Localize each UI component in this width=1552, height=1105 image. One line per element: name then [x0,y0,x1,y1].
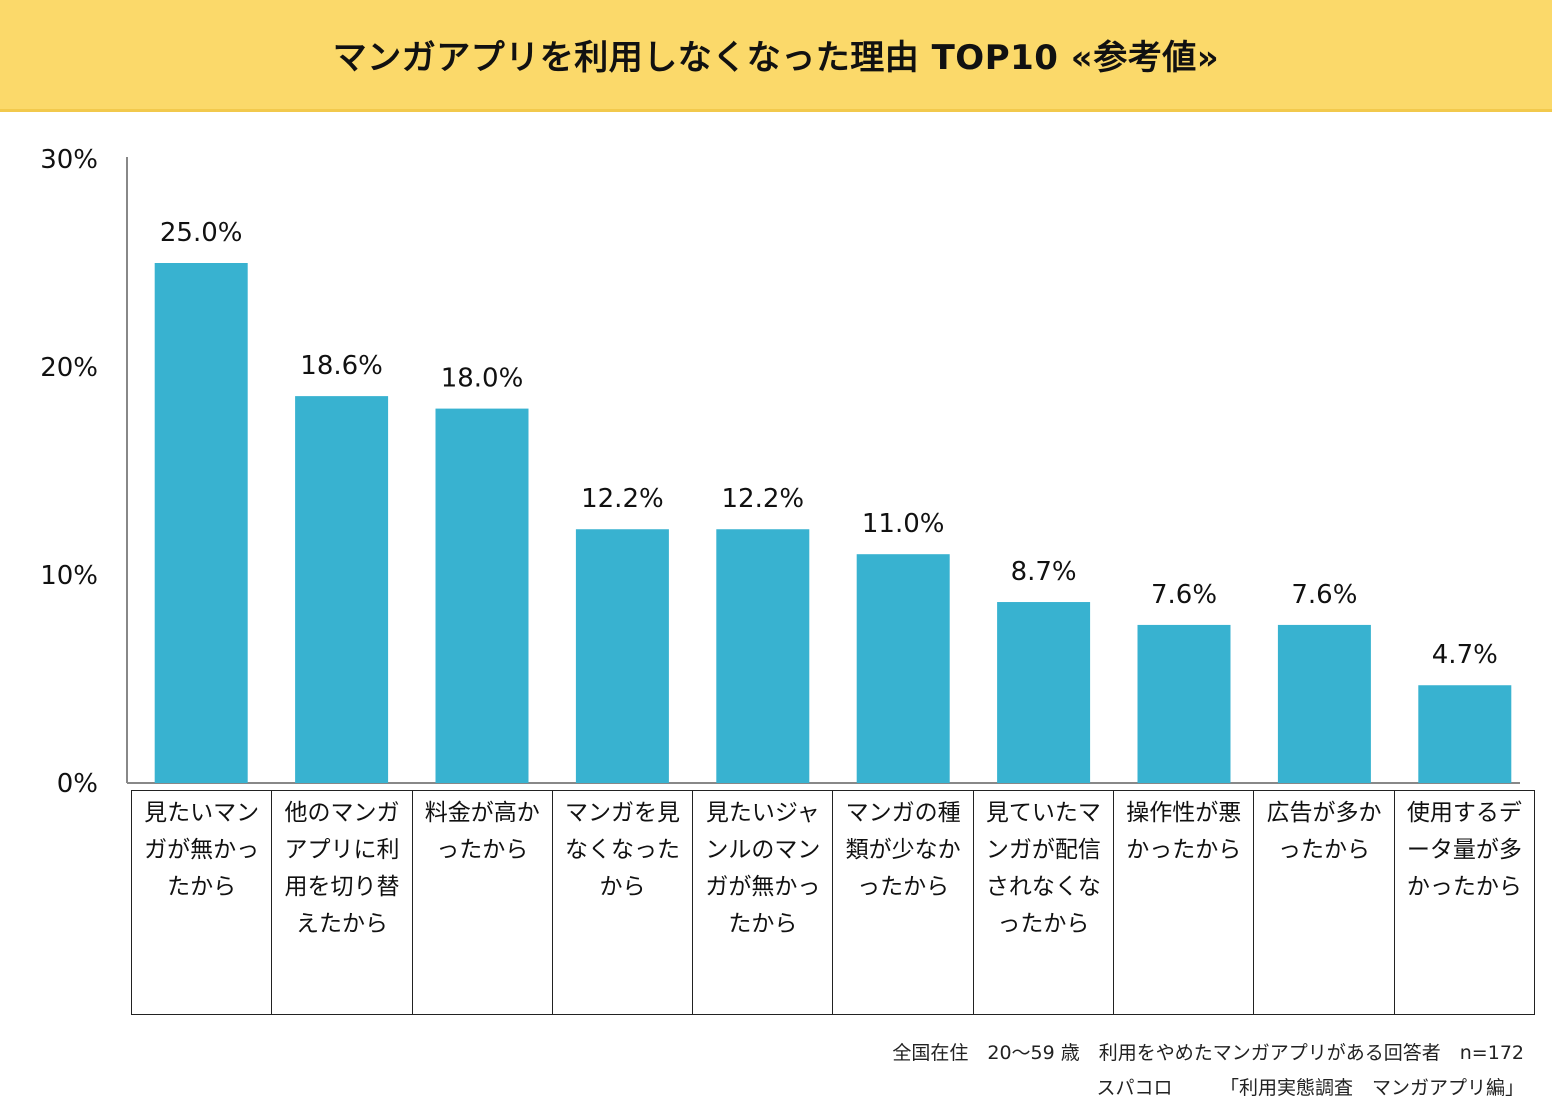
bar-value-label: 18.6% [300,351,383,381]
category-label: 他のマンガアプリに利用を切り替えたから [271,790,413,1015]
bar-value-label: 18.0% [441,364,524,394]
bar [154,263,248,783]
category-label: 使用するデータ量が多かったから [1393,790,1536,1015]
source-note: 全国在住 20～59 歳 利用をやめたマンガアプリがある回答者 n=172 [892,1042,1524,1064]
category-table: 見たいマンガが無かったから 他のマンガアプリに利用を切り替えたから 料金が高かったか… [130,790,1536,1015]
y-tick-label: 20% [40,353,98,383]
value-labels: 25.0% 18.6% 18.0% 12.2% 12.2% 11.0% 8.7% 7.6% 7.… [160,218,1498,670]
category-row: 見たいマンガが無かったから 他のマンガアプリに利用を切り替えたから 料金が高かったか… [130,790,1536,1015]
bar [435,408,529,783]
bar [1277,624,1371,783]
category-label: 操作性が悪かったから [1113,790,1255,1015]
bar [1418,685,1512,783]
bar-value-label: 11.0% [862,509,945,539]
bar [856,554,950,783]
source-credit: スパコロ 「利用実態調査 マンガアプリ編」 [1096,1077,1524,1099]
y-tick-label: 0% [57,769,98,799]
bar [716,529,810,783]
bar-value-label: 4.7% [1432,640,1498,670]
bar [295,396,389,783]
category-label: 見ていたマンガが配信されなくなったから [972,790,1115,1015]
category-label: マンガを見なくなったから [551,790,694,1015]
chart-title: マンガアプリを利用しなくなった理由 TOP10 «参考値» [332,38,1220,78]
y-tick-label: 10% [40,561,98,591]
category-label: 見たいジャンルのマンガが無かったから [692,790,834,1015]
bar [575,529,669,783]
bar-value-label: 12.2% [581,484,664,514]
bar-value-label: 8.7% [1011,557,1077,587]
category-label: 広告が多かったから [1253,790,1395,1015]
y-tick-label: 30% [40,145,98,175]
bar [1137,624,1231,783]
bar-value-label: 7.6% [1151,580,1217,610]
category-label: マンガの種類が少なかったから [832,790,974,1015]
bar-value-label: 12.2% [721,484,804,514]
category-label: 見たいマンガが無かったから [130,790,273,1015]
bar [997,602,1091,783]
bars [154,263,1512,783]
bar-value-label: 25.0% [160,218,243,248]
bar-value-label: 7.6% [1291,580,1357,610]
category-label: 料金が高かったから [411,790,553,1015]
title-banner: マンガアプリを利用しなくなった理由 TOP10 «参考値» [0,0,1552,112]
bar-chart: 0% 10% 20% 30% 25.0% 18.6% 18.0% 12.2% 12.2% 11.… [40,145,1520,799]
